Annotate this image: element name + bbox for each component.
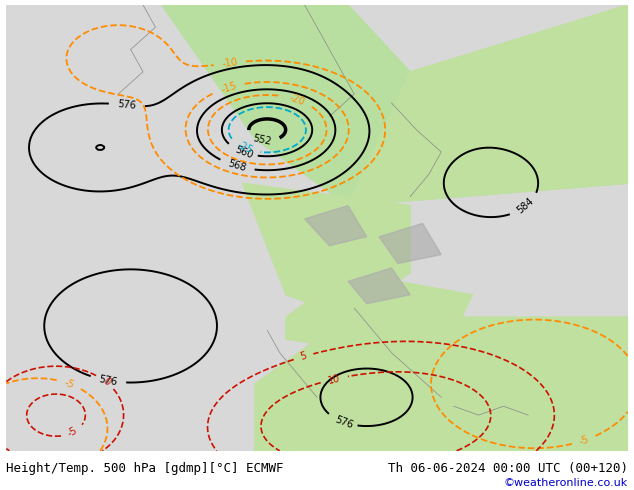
Polygon shape	[242, 183, 410, 317]
Text: -25: -25	[235, 140, 254, 156]
Polygon shape	[6, 5, 242, 451]
Text: -5: -5	[578, 434, 590, 447]
Text: Height/Temp. 500 hPa [gdmp][°C] ECMWF: Height/Temp. 500 hPa [gdmp][°C] ECMWF	[6, 462, 284, 475]
Text: 552: 552	[252, 133, 272, 147]
Text: 584: 584	[515, 196, 536, 216]
Text: 560: 560	[234, 145, 255, 161]
Text: -5: -5	[66, 426, 79, 439]
Text: 10: 10	[327, 373, 341, 386]
Text: 5: 5	[299, 351, 308, 362]
Text: 568: 568	[227, 159, 247, 173]
Text: 576: 576	[334, 415, 355, 430]
Text: 576: 576	[117, 99, 137, 111]
Polygon shape	[348, 268, 410, 304]
Polygon shape	[379, 223, 441, 264]
Polygon shape	[286, 272, 472, 362]
Polygon shape	[304, 206, 366, 245]
Text: -20: -20	[288, 92, 306, 107]
Text: -10: -10	[221, 57, 238, 69]
Text: -15: -15	[219, 80, 238, 95]
Text: 576: 576	[98, 374, 119, 387]
Polygon shape	[348, 5, 628, 206]
Polygon shape	[255, 317, 628, 451]
Polygon shape	[162, 5, 628, 206]
Text: -5: -5	[62, 377, 75, 390]
Text: Th 06-06-2024 00:00 UTC (00+120): Th 06-06-2024 00:00 UTC (00+120)	[387, 462, 628, 475]
Text: 0: 0	[101, 376, 112, 388]
Text: ©weatheronline.co.uk: ©weatheronline.co.uk	[503, 478, 628, 488]
